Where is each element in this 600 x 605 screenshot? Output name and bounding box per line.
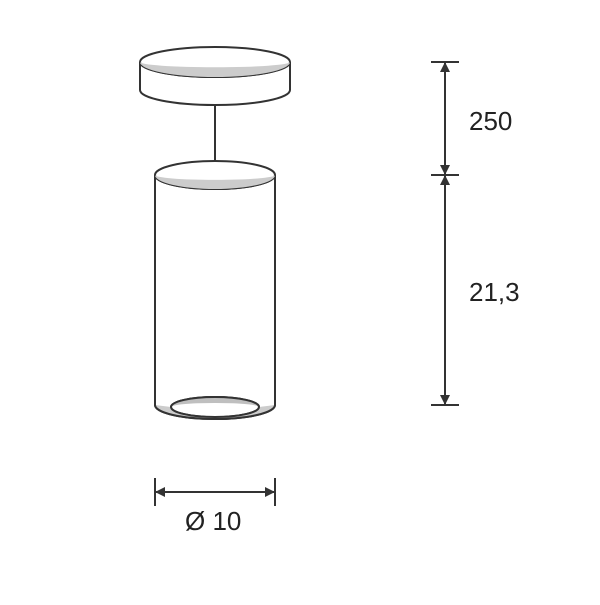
diameter-symbol: Ø — [185, 506, 205, 536]
diagram-stage: 250 21,3 Ø 10 — [0, 0, 600, 600]
dimension-diameter: Ø 10 — [185, 506, 241, 537]
diameter-value: 10 — [212, 506, 241, 536]
dimension-cable-length: 250 — [469, 106, 512, 137]
dimension-body-height: 21,3 — [469, 277, 520, 308]
